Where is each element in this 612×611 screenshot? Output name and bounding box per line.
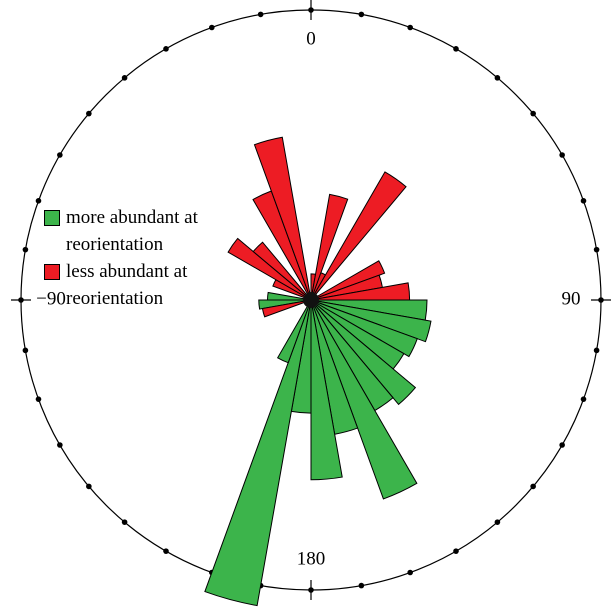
rose-bar — [253, 136, 312, 301]
legend-label: less abundant at reorientation — [66, 261, 188, 309]
rim-dot — [121, 519, 128, 525]
rose-bar — [310, 171, 407, 301]
rim-dot — [22, 246, 29, 253]
rim-dot — [163, 46, 169, 52]
legend-swatch — [44, 264, 60, 280]
rim-dot — [209, 24, 215, 31]
theta-tick-label: 180 — [297, 548, 326, 569]
rim-dot — [57, 152, 63, 158]
rose-bar — [310, 299, 417, 406]
rim-dot — [530, 110, 536, 117]
rim-dot — [559, 152, 565, 158]
rose-bar — [261, 299, 312, 318]
rose-bar — [276, 299, 312, 364]
rim-dot — [35, 198, 42, 204]
legend: more abundant at reorientation less abund… — [44, 204, 234, 312]
rose-bar — [252, 241, 312, 301]
rose-bar — [266, 291, 312, 301]
rim-dot — [358, 11, 365, 18]
rim-dot — [35, 396, 42, 402]
rose-bar — [227, 237, 312, 301]
rim-dot — [559, 442, 565, 448]
rim-dot — [453, 46, 459, 52]
rim-dot — [358, 582, 365, 589]
rose-bar — [310, 260, 386, 301]
rim-dot — [407, 569, 413, 576]
rim-dot — [86, 483, 92, 490]
rim-dot — [593, 246, 600, 253]
theta-tick-label: 0 — [306, 28, 316, 49]
rim-dot — [494, 75, 501, 81]
theta-tick-label: −90 — [36, 288, 66, 309]
rim-dot — [121, 75, 128, 81]
rose-bar — [310, 299, 418, 358]
rim-dot — [494, 519, 501, 525]
rim-dot — [86, 110, 92, 117]
rim-dot — [407, 24, 413, 31]
legend-label: more abundant at reorientation — [66, 207, 198, 255]
legend-entry: more abundant at reorientation — [44, 204, 234, 258]
rim-dot — [530, 483, 536, 490]
theta-tick-label: 90 — [562, 288, 581, 309]
rose-bar — [310, 282, 411, 301]
rim-dot — [593, 347, 600, 354]
rose-bar — [204, 299, 312, 607]
rim-dot — [22, 347, 29, 354]
rose-bar — [310, 299, 343, 481]
rose-bar — [310, 299, 418, 500]
rim-dot — [580, 396, 587, 402]
rim-dot — [580, 198, 587, 204]
legend-swatch — [44, 210, 60, 226]
rim-dot — [57, 442, 63, 448]
center-hub — [303, 292, 319, 308]
rim-dot — [163, 548, 169, 554]
rim-dot — [453, 548, 459, 554]
rim-dot — [257, 11, 264, 18]
legend-entry: less abundant at reorientation — [44, 258, 234, 312]
